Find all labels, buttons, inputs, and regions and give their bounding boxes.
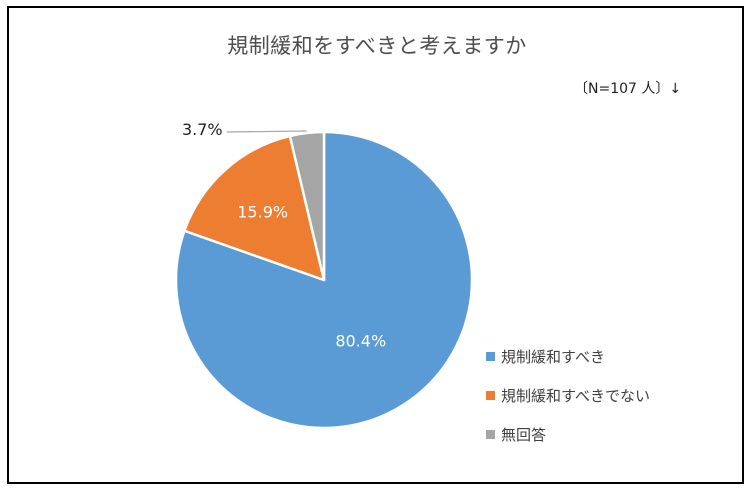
legend-item: 無回答 [486, 424, 650, 444]
legend-swatch [486, 351, 495, 361]
sample-size-note: 〔N=107 人〕↓ [574, 81, 682, 97]
leader-line [226, 130, 307, 133]
legend-item: 規制緩和すべきでない [486, 385, 650, 405]
legend-swatch [486, 429, 495, 439]
pie-slice [174, 130, 474, 430]
data-label: 15.9% [237, 203, 288, 222]
data-label: 80.4% [335, 331, 386, 350]
legend-label: 規制緩和すべき [501, 347, 605, 366]
pie-slice [288, 130, 326, 282]
legend: 規制緩和すべき 規制緩和すべきでない 無回答 [486, 346, 650, 463]
legend-label: 無回答 [501, 425, 547, 444]
legend-label: 規制緩和すべきでない [501, 386, 650, 405]
data-label: 3.7% [182, 120, 223, 139]
pie-slice [183, 134, 326, 282]
legend-swatch [486, 390, 495, 400]
chart-title: 規制緩和をすべきと考えますか [227, 34, 527, 58]
legend-item: 規制緩和すべき [486, 346, 650, 366]
